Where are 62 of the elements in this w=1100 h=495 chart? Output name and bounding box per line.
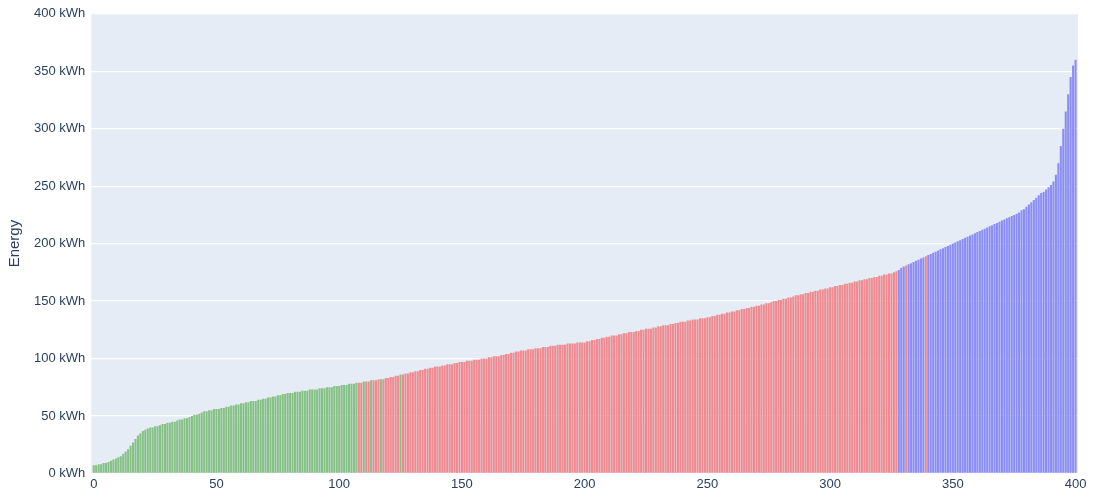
bar <box>563 344 567 473</box>
x-tick-label: 400 <box>1064 475 1087 491</box>
bar <box>1049 185 1053 473</box>
bar <box>127 449 130 473</box>
x-tick-label: 150 <box>451 475 473 491</box>
bar <box>239 403 243 473</box>
bar <box>266 397 270 473</box>
bar <box>482 358 486 473</box>
y-tick-label: 400 kWh <box>33 5 86 21</box>
y-tick-label: 0 kWh <box>48 464 86 480</box>
bar <box>347 383 351 473</box>
x-tick-label: 100 <box>328 475 351 491</box>
bar <box>185 418 189 473</box>
bar <box>1074 59 1077 473</box>
x-tick-label: 0 <box>90 475 98 491</box>
bar <box>455 363 459 473</box>
bar <box>941 248 945 473</box>
bar <box>141 430 144 473</box>
bar <box>968 235 972 473</box>
bar <box>671 324 675 473</box>
bar <box>139 433 142 473</box>
bar <box>131 442 135 473</box>
y-tick-label: 150 kWh <box>33 292 86 308</box>
bar <box>617 334 621 473</box>
bar <box>104 463 108 473</box>
bar <box>752 306 756 473</box>
bar <box>136 435 139 473</box>
bar <box>158 425 162 473</box>
bar <box>428 367 432 473</box>
y-tick-label: 200 kWh <box>33 235 86 251</box>
bar <box>698 318 702 473</box>
bar <box>887 273 891 473</box>
y-tick-label: 300 kWh <box>33 120 86 136</box>
x-tick-label: 50 <box>209 475 224 491</box>
bar <box>536 348 540 473</box>
x-tick-label: 250 <box>696 475 719 491</box>
bar <box>779 299 783 473</box>
bar <box>293 391 297 473</box>
bar <box>995 222 999 473</box>
bar <box>860 280 864 473</box>
bar <box>806 293 810 473</box>
y-tick-label: 350 kWh <box>33 62 86 78</box>
bar <box>833 286 837 473</box>
bar <box>1022 209 1026 473</box>
bar <box>374 380 378 473</box>
bar <box>509 352 513 473</box>
y-tick-label: 50 kWh <box>41 407 86 423</box>
bar <box>129 445 132 473</box>
x-tick-label: 200 <box>573 475 596 491</box>
bar <box>590 340 594 473</box>
bar <box>914 260 918 473</box>
bar <box>320 388 324 473</box>
y-tick-label: 100 kWh <box>33 350 86 366</box>
x-tick-label: 350 <box>941 475 964 491</box>
x-tick-label: 300 <box>819 475 841 491</box>
y-tick-label: 250 kWh <box>33 177 86 193</box>
bar <box>212 409 216 473</box>
y-axis-title: Energy <box>5 219 23 268</box>
bar <box>644 328 648 473</box>
bar <box>725 312 729 473</box>
bar <box>92 465 95 473</box>
bar <box>134 438 137 473</box>
